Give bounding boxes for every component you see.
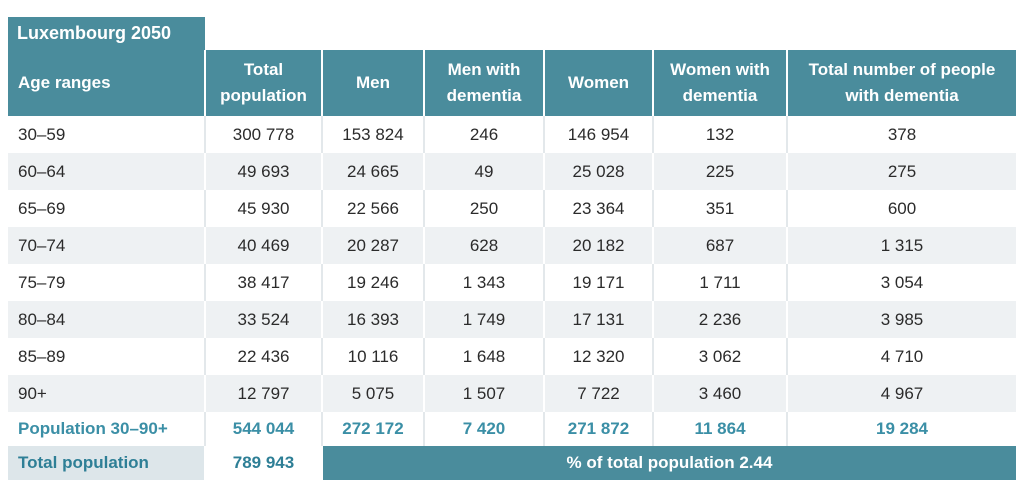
table-cell: 20 287 bbox=[321, 227, 424, 264]
summary-women: 271 872 bbox=[543, 412, 653, 446]
table-cell: 45 930 bbox=[204, 190, 322, 227]
table-row: 90+ 12 797 5 075 1 507 7 722 3 460 4 967 bbox=[8, 375, 1016, 412]
footer-row: Total population 789 943 % of total popu… bbox=[8, 446, 1016, 480]
summary-total-population: 544 044 bbox=[204, 412, 322, 446]
table-cell: 1 343 bbox=[423, 264, 544, 301]
table-cell: 33 524 bbox=[204, 301, 322, 338]
table-row: 65–69 45 930 22 566 250 23 364 351 600 bbox=[8, 190, 1016, 227]
table-row: 85–89 22 436 10 116 1 648 12 320 3 062 4 710 bbox=[8, 338, 1016, 375]
table-cell: 3 985 bbox=[786, 301, 1016, 338]
table-cell: 19 171 bbox=[543, 264, 653, 301]
table-cell: 687 bbox=[652, 227, 787, 264]
table-cell: 146 954 bbox=[543, 116, 653, 153]
table-cell: 60–64 bbox=[8, 153, 205, 190]
header-men-with-dementia: Men with dementia bbox=[423, 50, 544, 116]
table-cell: 1 749 bbox=[423, 301, 544, 338]
table-cell: 49 bbox=[423, 153, 544, 190]
table-cell: 30–59 bbox=[8, 116, 205, 153]
summary-total-with-dementia: 19 284 bbox=[786, 412, 1016, 446]
table-cell: 24 665 bbox=[321, 153, 424, 190]
table-cell: 20 182 bbox=[543, 227, 653, 264]
header-women: Women bbox=[543, 50, 653, 116]
table-cell: 3 062 bbox=[652, 338, 787, 375]
table-cell: 65–69 bbox=[8, 190, 205, 227]
header-total-with-dementia: Total number of people with dementia bbox=[786, 50, 1016, 116]
table-cell: 4 710 bbox=[786, 338, 1016, 375]
footer-label: Total population bbox=[8, 446, 205, 480]
table-cell: 17 131 bbox=[543, 301, 653, 338]
table-cell: 7 722 bbox=[543, 375, 653, 412]
table-cell: 3 460 bbox=[652, 375, 787, 412]
table-cell: 16 393 bbox=[321, 301, 424, 338]
table-cell: 250 bbox=[423, 190, 544, 227]
table-cell: 225 bbox=[652, 153, 787, 190]
header-row: Age ranges Total population Men Men with… bbox=[8, 50, 1016, 116]
summary-men-with-dementia: 7 420 bbox=[423, 412, 544, 446]
table-cell: 132 bbox=[652, 116, 787, 153]
table-cell: 90+ bbox=[8, 375, 205, 412]
table-row: 80–84 33 524 16 393 1 749 17 131 2 236 3 985 bbox=[8, 301, 1016, 338]
table-title: Luxembourg 2050 bbox=[8, 17, 205, 50]
table-cell: 19 246 bbox=[321, 264, 424, 301]
table-cell: 85–89 bbox=[8, 338, 205, 375]
table-cell: 23 364 bbox=[543, 190, 653, 227]
summary-row: Population 30–90+ 544 044 272 172 7 420 … bbox=[8, 412, 1016, 446]
summary-men: 272 172 bbox=[321, 412, 424, 446]
table-cell: 40 469 bbox=[204, 227, 322, 264]
footer-percent: % of total population 2.44 bbox=[321, 446, 1016, 480]
table-cell: 5 075 bbox=[321, 375, 424, 412]
table-cell: 12 320 bbox=[543, 338, 653, 375]
table-row: 30–59 300 778 153 824 246 146 954 132 378 bbox=[8, 116, 1016, 153]
table-cell: 25 028 bbox=[543, 153, 653, 190]
header-women-with-dementia: Women with dementia bbox=[652, 50, 787, 116]
table-cell: 628 bbox=[423, 227, 544, 264]
table-cell: 1 711 bbox=[652, 264, 787, 301]
table-cell: 75–79 bbox=[8, 264, 205, 301]
table-row: 70–74 40 469 20 287 628 20 182 687 1 315 bbox=[8, 227, 1016, 264]
header-men: Men bbox=[321, 50, 424, 116]
table-cell: 4 967 bbox=[786, 375, 1016, 412]
table-cell: 22 566 bbox=[321, 190, 424, 227]
table-row: 75–79 38 417 19 246 1 343 19 171 1 711 3 054 bbox=[8, 264, 1016, 301]
header-age-ranges: Age ranges bbox=[8, 50, 205, 116]
table-cell: 22 436 bbox=[204, 338, 322, 375]
table-cell: 49 693 bbox=[204, 153, 322, 190]
header-total-population: Total population bbox=[204, 50, 322, 116]
table-cell: 351 bbox=[652, 190, 787, 227]
table-cell: 38 417 bbox=[204, 264, 322, 301]
table-cell: 80–84 bbox=[8, 301, 205, 338]
table-cell: 1 315 bbox=[786, 227, 1016, 264]
table-cell: 600 bbox=[786, 190, 1016, 227]
table-cell: 1 507 bbox=[423, 375, 544, 412]
table-cell: 3 054 bbox=[786, 264, 1016, 301]
table-cell: 275 bbox=[786, 153, 1016, 190]
table-cell: 70–74 bbox=[8, 227, 205, 264]
table-cell: 153 824 bbox=[321, 116, 424, 153]
dementia-table: Age ranges Total population Men Men with… bbox=[8, 50, 1016, 480]
table-cell: 1 648 bbox=[423, 338, 544, 375]
table-cell: 300 778 bbox=[204, 116, 322, 153]
table-cell: 12 797 bbox=[204, 375, 322, 412]
table-row: 60–64 49 693 24 665 49 25 028 225 275 bbox=[8, 153, 1016, 190]
table-cell: 378 bbox=[786, 116, 1016, 153]
summary-label: Population 30–90+ bbox=[8, 412, 205, 446]
table-cell: 2 236 bbox=[652, 301, 787, 338]
footer-total-population: 789 943 bbox=[204, 446, 322, 480]
summary-women-with-dementia: 11 864 bbox=[652, 412, 787, 446]
table-cell: 246 bbox=[423, 116, 544, 153]
table-cell: 10 116 bbox=[321, 338, 424, 375]
